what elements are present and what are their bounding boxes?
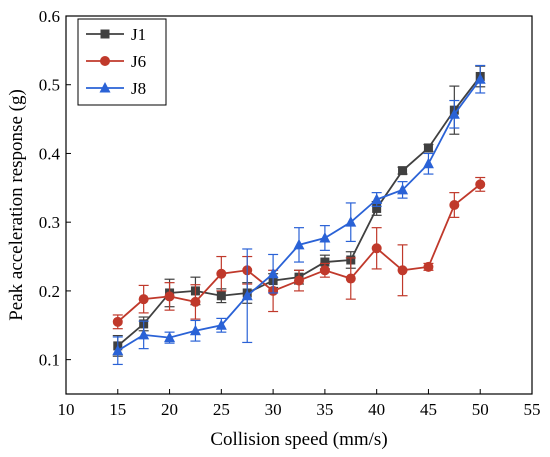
data-point-j6 — [475, 179, 486, 190]
data-point-j8 — [371, 193, 383, 205]
x-axis-title: Collision speed (mm/s) — [210, 429, 387, 450]
x-tick-label: 50 — [472, 400, 489, 419]
legend: J1 J6 J8 — [77, 18, 167, 106]
x-tick-label: 20 — [161, 400, 178, 419]
data-point-j6 — [112, 316, 123, 327]
x-tick-label: 45 — [420, 400, 437, 419]
axes-ticks: 10 15 20 25 30 35 40 45 50 55 0.1 0.2 0.3 0.4 0.5 0.6 — [39, 7, 541, 419]
data-point-j8 — [138, 328, 150, 340]
legend-marker-j1 — [100, 29, 110, 39]
y-tick-label: 0.2 — [39, 282, 60, 301]
legend-label-j6: J6 — [131, 52, 146, 71]
data-point-j1 — [320, 257, 330, 267]
series-j1 — [112, 65, 486, 357]
y-axis-title: Peak acceleration response (g) — [6, 89, 27, 321]
data-point-j1 — [423, 143, 433, 153]
legend-box — [77, 18, 167, 106]
data-point-j8 — [345, 216, 357, 227]
y-tick-label: 0.6 — [39, 7, 60, 26]
data-point-j6 — [449, 200, 460, 210]
data-point-j6 — [216, 268, 227, 279]
data-point-j6 — [190, 296, 201, 307]
data-point-j6 — [345, 273, 356, 284]
legend-marker-j6 — [100, 56, 110, 66]
data-point-j8 — [241, 289, 253, 301]
data-point-j8 — [215, 319, 227, 330]
data-point-j8 — [293, 238, 305, 250]
y-tick-label: 0.3 — [39, 213, 60, 232]
x-tick-label: 10 — [58, 400, 75, 419]
legend-marker-j8 — [99, 82, 111, 93]
y-tick-label: 0.5 — [39, 76, 60, 95]
data-point-j6 — [423, 261, 434, 272]
y-tick-label: 0.4 — [39, 144, 61, 163]
x-tick-label: 30 — [265, 400, 282, 419]
data-point-j8 — [164, 331, 176, 343]
y-tick-label: 0.1 — [39, 351, 60, 370]
data-point-j1 — [216, 291, 226, 301]
data-point-j8 — [397, 183, 409, 195]
data-point-j8 — [448, 108, 460, 119]
data-point-j6 — [138, 294, 149, 305]
x-tick-label: 40 — [368, 400, 385, 419]
series-layer — [112, 64, 486, 366]
series-line-j1 — [117, 75, 481, 347]
data-point-j8 — [422, 157, 434, 169]
data-point-j6 — [319, 265, 330, 276]
plot-frame — [65, 15, 533, 395]
series-j8 — [112, 64, 486, 366]
x-tick-label: 55 — [524, 400, 541, 419]
data-point-j8 — [189, 324, 201, 336]
x-tick-label: 35 — [316, 400, 333, 419]
data-point-j6 — [294, 275, 304, 286]
data-point-j8 — [319, 231, 331, 243]
series-j6 — [112, 176, 486, 330]
legend-label-j1: J1 — [131, 25, 146, 44]
x-tick-label: 25 — [213, 400, 230, 419]
legend-label-j8: J8 — [131, 79, 146, 98]
data-point-j8 — [112, 344, 124, 356]
data-point-j8 — [267, 267, 279, 279]
x-tick-label: 15 — [109, 400, 126, 419]
data-point-j1 — [372, 203, 382, 213]
data-point-j1 — [398, 166, 408, 176]
data-point-j6 — [397, 265, 408, 276]
data-point-j6 — [371, 243, 382, 254]
data-point-j6 — [164, 291, 175, 302]
data-point-j8 — [474, 73, 486, 84]
